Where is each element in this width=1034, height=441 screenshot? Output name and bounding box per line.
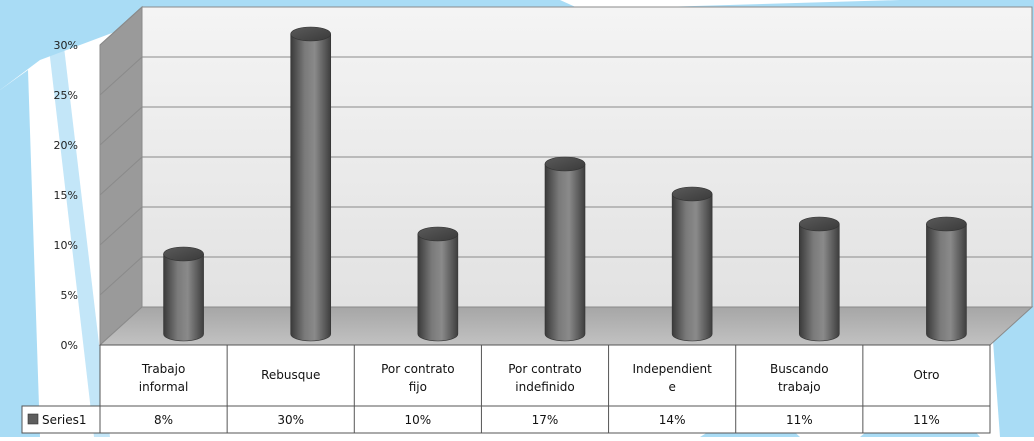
data-label: 14% <box>659 413 686 427</box>
bar <box>671 186 713 342</box>
y-tick-label: 25% <box>54 89 78 102</box>
y-tick-label: 20% <box>54 139 78 152</box>
category-label: e <box>668 380 675 394</box>
splash-shape <box>48 30 110 437</box>
bar-body <box>290 33 332 342</box>
legend-label: Series1 <box>42 413 87 427</box>
data-label: 11% <box>786 413 813 427</box>
bar <box>290 26 332 342</box>
category-label: Rebusque <box>261 368 320 382</box>
bar <box>544 156 586 342</box>
bar-top <box>544 156 586 172</box>
y-tick-label: 10% <box>54 239 78 252</box>
data-label: 10% <box>405 413 432 427</box>
gridline-side <box>99 56 143 96</box>
bar-body <box>163 253 204 342</box>
y-tick-label: 30% <box>54 39 78 52</box>
category-label: Trabajo <box>141 362 186 376</box>
table-frame <box>99 344 991 434</box>
category-label: Otro <box>913 368 939 382</box>
bar <box>163 246 204 342</box>
data-label: 30% <box>277 413 304 427</box>
category-label: indefinido <box>515 380 574 394</box>
data-label: 11% <box>913 413 940 427</box>
gridline-side <box>99 256 143 296</box>
bar-top <box>926 216 967 232</box>
splash-shape <box>0 70 40 437</box>
category-label: informal <box>139 380 189 394</box>
bar-top <box>671 186 713 202</box>
data-label: 8% <box>154 413 173 427</box>
y-tick-label: 15% <box>54 189 78 202</box>
category-label: fijo <box>409 380 427 394</box>
y-axis-ticks: 0% 5% 10% 15% 20% 25% 30% <box>54 39 78 352</box>
bar-body <box>544 163 586 342</box>
gridlines <box>99 6 1032 296</box>
gridline-side <box>99 6 143 46</box>
bar-body <box>926 223 967 342</box>
bar <box>926 216 967 342</box>
category-label: Buscando <box>770 362 829 376</box>
bar-series <box>163 26 967 342</box>
y-tick-label: 0% <box>61 339 78 352</box>
y-tick-label: 5% <box>61 289 78 302</box>
gridline-side <box>99 206 143 246</box>
bar <box>798 216 840 342</box>
category-label: Independient <box>632 362 712 376</box>
splash-shape <box>0 0 230 90</box>
data-label: 17% <box>532 413 559 427</box>
bar-top <box>290 26 332 42</box>
bar-body <box>671 193 713 342</box>
bar-top <box>417 226 459 242</box>
bar-body <box>798 223 840 342</box>
category-label: Por contrato <box>508 362 581 376</box>
gridline-side <box>99 156 143 196</box>
bar-top <box>798 216 840 232</box>
bar-top <box>163 246 204 262</box>
bar <box>417 226 459 342</box>
category-label: trabajo <box>778 380 821 394</box>
gridline-side <box>99 106 143 146</box>
bar-body <box>417 233 459 342</box>
data-table: Trabajo informal 8% Rebusque 30% Por contrato… <box>21 344 991 434</box>
category-label: Por contrato <box>381 362 454 376</box>
legend-swatch <box>27 413 39 425</box>
